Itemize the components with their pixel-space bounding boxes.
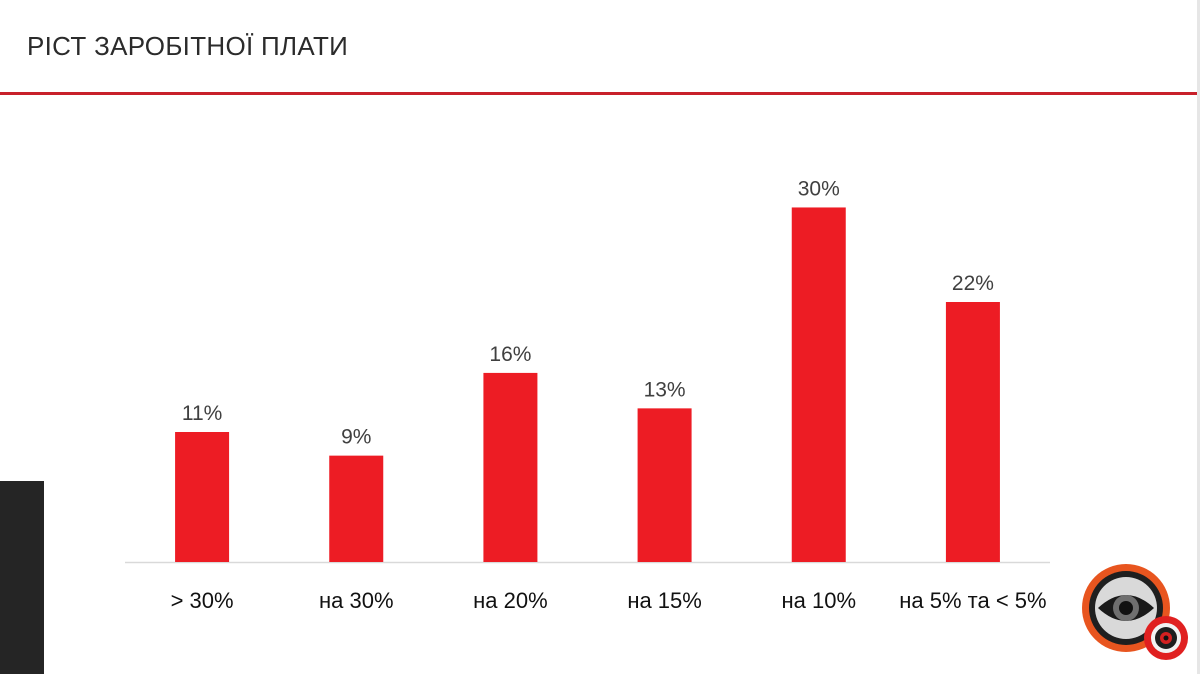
- category-label-3: на 15%: [627, 588, 702, 613]
- eye-logo-icon: [1082, 564, 1188, 660]
- category-label-5: на 5% та < 5%: [899, 588, 1046, 613]
- title-underline: [0, 92, 1200, 95]
- category-label-1: на 30%: [319, 588, 394, 613]
- bar-2: [483, 372, 538, 562]
- bar-1: [329, 455, 384, 562]
- category-label-2: на 20%: [473, 588, 548, 613]
- data-label-5: 22%: [952, 272, 994, 295]
- data-label-3: 13%: [644, 378, 686, 401]
- slide-edge: [1197, 0, 1200, 674]
- page-title: РІСТ ЗАРОБІТНОЇ ПЛАТИ: [27, 31, 349, 61]
- bar-5: [945, 302, 1000, 562]
- side-panel: [0, 481, 44, 674]
- data-label-2: 16%: [489, 343, 531, 366]
- category-label-0: > 30%: [171, 588, 234, 613]
- bar-3: [637, 408, 692, 562]
- data-label-4: 30%: [798, 177, 840, 200]
- bar-0: [175, 432, 230, 562]
- data-label-1: 9%: [341, 426, 371, 449]
- category-label-4: на 10%: [781, 588, 856, 613]
- data-label-0: 11%: [182, 402, 222, 425]
- bar-4: [791, 207, 846, 563]
